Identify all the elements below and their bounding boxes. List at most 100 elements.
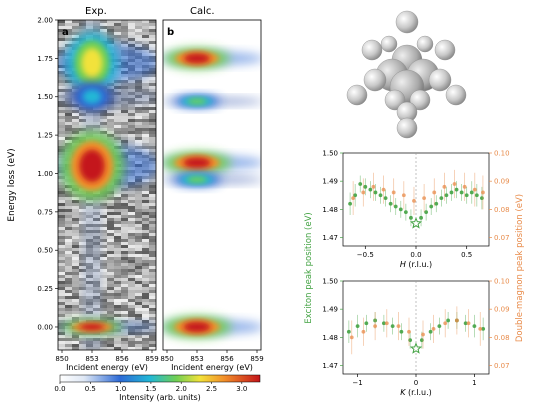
noise-cell: [149, 254, 156, 257]
noise-cell: [114, 113, 121, 116]
noise-cell: [114, 251, 121, 254]
noise-cell: [149, 200, 156, 203]
noise-cell: [121, 284, 128, 287]
noise-cell: [121, 272, 128, 275]
noise-cell: [135, 134, 142, 137]
noise-cell: [142, 137, 149, 140]
heatmap-feature: [163, 315, 261, 339]
noise-cell: [149, 128, 156, 131]
noise-cell: [65, 38, 72, 41]
noise-cell: [149, 245, 156, 248]
noise-cell: [72, 113, 79, 116]
noise-cell: [65, 113, 72, 116]
noise-cell: [107, 212, 114, 215]
noise-cell: [72, 128, 79, 131]
noise-cell: [149, 278, 156, 281]
scatter-h-exciton-point: [363, 184, 368, 189]
scatter-h-exciton-point: [444, 193, 449, 198]
colorbar-tick-label: 2.0: [176, 385, 187, 393]
noise-cell: [58, 293, 65, 296]
noise-cell: [58, 272, 65, 275]
noise-cell: [58, 263, 65, 266]
noise-cell: [142, 200, 149, 203]
noise-cell: [72, 35, 79, 38]
noise-cell: [149, 206, 156, 209]
noise-cell: [72, 278, 79, 281]
scatter-k-exciton-point: [364, 321, 369, 326]
noise-cell: [72, 263, 79, 266]
noise-cell: [142, 122, 149, 125]
scatter-k-exciton-point: [463, 321, 468, 326]
noise-cell: [72, 107, 79, 110]
noise-cell: [72, 116, 79, 119]
heatmap-feature: [163, 47, 261, 69]
noise-cell: [58, 251, 65, 254]
noise-cell: [121, 335, 128, 338]
noise-cell: [142, 110, 149, 113]
noise-cell: [72, 284, 79, 287]
noise-cell: [65, 287, 72, 290]
scatter-h-exciton-point: [348, 201, 352, 206]
noise-cell: [142, 335, 149, 338]
noise-cell: [107, 338, 114, 341]
noise-cell: [149, 143, 156, 146]
noise-cell: [149, 338, 156, 341]
noise-cell: [128, 125, 135, 128]
noise-cell: [135, 344, 142, 347]
noise-cell: [100, 221, 107, 224]
scatter-h-exciton-point: [378, 193, 383, 198]
noise-cell: [142, 134, 149, 137]
scatter-h-exciton-point: [454, 187, 459, 192]
noise-cell: [58, 296, 65, 299]
noise-cell: [107, 305, 114, 308]
noise-cell: [114, 281, 121, 284]
colorbar-ticks: 0.0 0.5 1.0 1.5 2.0 2.5 3.0: [54, 382, 247, 393]
noise-cell: [58, 119, 65, 122]
noise-cell: [72, 242, 79, 245]
heatmap-calc-x-axis-label: Incident energy (eV): [171, 363, 253, 372]
scatter-h-magnon-point: [381, 187, 386, 192]
noise-cell: [121, 107, 128, 110]
noise-cell: [121, 113, 128, 116]
noise-cell: [58, 302, 65, 305]
noise-cell: [142, 317, 149, 320]
noise-cell: [100, 341, 107, 344]
noise-cell: [128, 137, 135, 140]
heatmap-feature: [58, 319, 156, 334]
noise-cell: [100, 26, 107, 29]
noise-cell: [72, 125, 79, 128]
noise-cell: [65, 308, 72, 311]
noise-cell: [107, 311, 114, 314]
noise-cell: [142, 191, 149, 194]
noise-cell: [58, 20, 65, 23]
noise-cell: [65, 233, 72, 236]
noise-cell: [65, 332, 72, 335]
noise-cell: [135, 248, 142, 251]
noise-cell: [142, 131, 149, 134]
noise-cell: [149, 233, 156, 236]
noise-cell: [58, 104, 65, 107]
noise-cell: [135, 116, 142, 119]
noise-cell: [121, 314, 128, 317]
noise-cell: [72, 305, 79, 308]
noise-cell: [149, 185, 156, 188]
noise-cell: [121, 134, 128, 137]
noise-cell: [72, 290, 79, 293]
noise-cell: [114, 230, 121, 233]
noise-cell: [65, 314, 72, 317]
scatter-k-right-tick-label: 0.07: [494, 362, 510, 370]
noise-cell: [72, 266, 79, 269]
noise-cell: [128, 248, 135, 251]
scatter-k-exciton-point: [437, 324, 442, 328]
noise-cell: [121, 275, 128, 278]
noise-cell: [142, 77, 149, 80]
heatmap-exp-x-tick-label: 850: [55, 355, 68, 363]
noise-cell: [65, 47, 72, 50]
noise-cell: [72, 218, 79, 221]
noise-cell: [114, 287, 121, 290]
noise-cell: [107, 269, 114, 272]
noise-cell: [114, 269, 121, 272]
noise-cell: [128, 338, 135, 341]
noise-cell: [142, 296, 149, 299]
noise-cell: [58, 257, 65, 260]
